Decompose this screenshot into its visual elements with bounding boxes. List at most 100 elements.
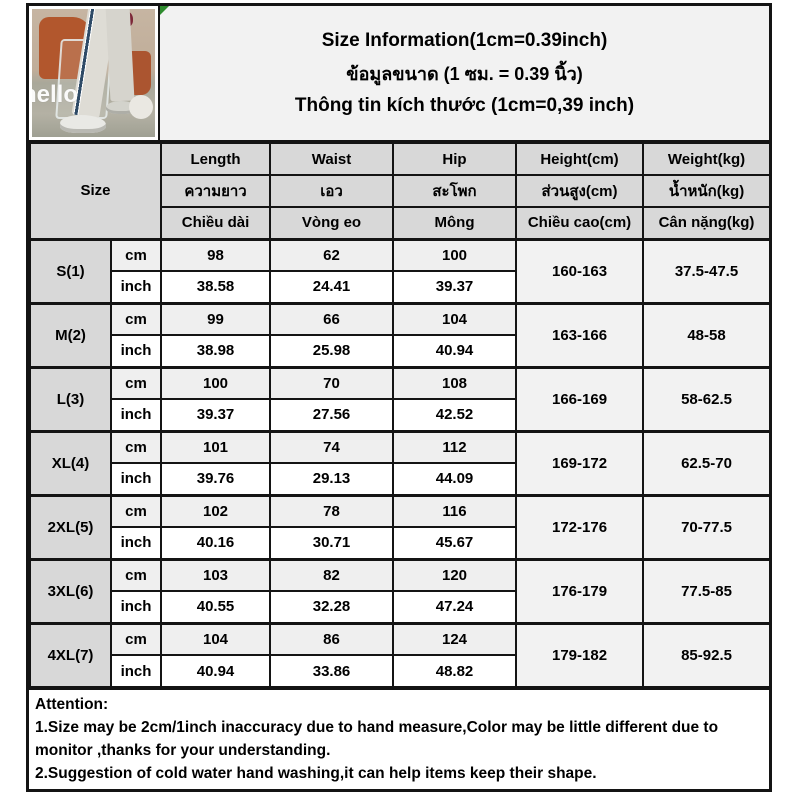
value-cell: 32.28 xyxy=(269,590,395,624)
value-cell: 29.13 xyxy=(269,462,395,496)
value-cell: 102 xyxy=(160,493,272,528)
value-cell: 39.76 xyxy=(160,462,272,496)
value-cell: 112 xyxy=(392,429,518,464)
product-photo-cell: hello xyxy=(29,6,160,140)
value-cell: 38.58 xyxy=(160,270,272,304)
weight-range-cell: 85-92.5 xyxy=(642,621,772,688)
value-cell: 40.94 xyxy=(392,334,518,368)
value-cell: 78 xyxy=(269,493,395,528)
col-length-en: Length xyxy=(160,142,272,176)
unit-cell: cm xyxy=(109,429,163,464)
unit-cell: inch xyxy=(109,334,163,368)
col-hip-th: สะโพก xyxy=(392,174,518,208)
height-range-cell: 172-176 xyxy=(515,493,645,560)
unit-cell: cm xyxy=(109,621,163,656)
size-chart-sheet: hello Size Information(1cm=0.39inch) ข้อ… xyxy=(26,3,772,792)
value-cell: 100 xyxy=(160,365,272,400)
size-label: M(2) xyxy=(29,301,112,368)
value-cell: 38.98 xyxy=(160,334,272,368)
value-cell: 104 xyxy=(392,301,518,336)
value-cell: 82 xyxy=(269,557,395,592)
value-cell: 45.67 xyxy=(392,526,518,560)
col-waist-vi: Vòng eo xyxy=(269,206,395,240)
photo-overlay-text: hello xyxy=(32,81,79,108)
col-weight-th: น้ำหนัก(kg) xyxy=(642,174,772,208)
value-cell: 120 xyxy=(392,557,518,592)
value-cell: 62 xyxy=(269,237,395,272)
row-xl4-inch: inch 39.76 29.13 44.09 xyxy=(30,462,770,496)
title-thai: ข้อมูลขนาด (1 ซม. = 0.39 นิ้ว) xyxy=(346,63,583,84)
col-weight-vi: Cân nặng(kg) xyxy=(642,206,772,240)
value-cell: 39.37 xyxy=(160,398,272,432)
size-table: Size Length Waist Hip Height(cm) Weight(… xyxy=(28,142,772,688)
row-s1-inch: inch 38.58 24.41 39.37 xyxy=(30,270,770,304)
value-cell: 42.52 xyxy=(392,398,518,432)
sneaker-front xyxy=(60,115,106,133)
weight-range-cell: 62.5-70 xyxy=(642,429,772,496)
row-4xl7-inch: inch 40.94 33.86 48.82 xyxy=(30,654,770,688)
height-range-cell: 169-172 xyxy=(515,429,645,496)
col-waist-en: Waist xyxy=(269,142,395,176)
value-cell: 70 xyxy=(269,365,395,400)
size-label: 3XL(6) xyxy=(29,557,112,624)
value-cell: 74 xyxy=(269,429,395,464)
value-cell: 108 xyxy=(392,365,518,400)
value-cell: 24.41 xyxy=(269,270,395,304)
unit-cell: inch xyxy=(109,270,163,304)
weight-range-cell: 58-62.5 xyxy=(642,365,772,432)
product-photo: hello xyxy=(32,9,155,137)
row-4xl7-cm: 4XL(7) cm 104 86 124 179-182 85-92.5 xyxy=(29,621,772,688)
header-row-english: Size Length Waist Hip Height(cm) Weight(… xyxy=(28,142,772,240)
value-cell: 44.09 xyxy=(392,462,518,496)
unit-cell: cm xyxy=(109,237,163,272)
value-cell: 30.71 xyxy=(269,526,395,560)
top-section: hello Size Information(1cm=0.39inch) ข้อ… xyxy=(29,6,769,142)
value-cell: 104 xyxy=(160,621,272,656)
value-cell: 99 xyxy=(160,301,272,336)
unit-cell: inch xyxy=(109,526,163,560)
unit-cell: cm xyxy=(109,301,163,336)
cell-marker-triangle-icon xyxy=(160,6,169,15)
unit-cell: inch xyxy=(109,590,163,624)
size-label: 4XL(7) xyxy=(29,621,112,688)
value-cell: 40.94 xyxy=(160,654,272,688)
weight-range-cell: 77.5-85 xyxy=(642,557,772,624)
height-range-cell: 166-169 xyxy=(515,365,645,432)
value-cell: 86 xyxy=(269,621,395,656)
unit-cell: inch xyxy=(109,462,163,496)
col-hip-en: Hip xyxy=(392,142,518,176)
attention-line-2: 2.Suggestion of cold water hand washing,… xyxy=(35,765,597,782)
value-cell: 40.16 xyxy=(160,526,272,560)
unit-cell: inch xyxy=(109,654,163,688)
value-cell: 47.24 xyxy=(392,590,518,624)
col-length-vi: Chiều dài xyxy=(160,206,272,240)
row-xl4-cm: XL(4) cm 101 74 112 169-172 62.5-70 xyxy=(29,429,772,496)
size-label: S(1) xyxy=(29,237,112,304)
row-m2-cm: M(2) cm 99 66 104 163-166 48-58 xyxy=(29,301,772,368)
row-l3-inch: inch 39.37 27.56 42.52 xyxy=(30,398,770,432)
size-header: Size xyxy=(28,142,163,240)
attention-line-1: 1.Size may be 2cm/1inch inaccuracy due t… xyxy=(35,719,719,759)
unit-cell: cm xyxy=(109,557,163,592)
row-l3-cm: L(3) cm 100 70 108 166-169 58-62.5 xyxy=(29,365,772,432)
height-range-cell: 163-166 xyxy=(515,301,645,368)
unit-cell: cm xyxy=(109,365,163,400)
white-ball xyxy=(129,95,153,119)
value-cell: 39.37 xyxy=(392,270,518,304)
attention-note: Attention: 1.Size may be 2cm/1inch inacc… xyxy=(29,688,769,789)
sneaker-back xyxy=(106,101,136,114)
size-label: XL(4) xyxy=(29,429,112,496)
height-range-cell: 179-182 xyxy=(515,621,645,688)
height-range-cell: 160-163 xyxy=(515,237,645,304)
col-height-vi: Chiều cao(cm) xyxy=(515,206,645,240)
header-row-thai: ความยาว เอว สะโพก ส่วนสูง(cm) น้ำหนัก(kg… xyxy=(30,174,772,208)
col-height-en: Height(cm) xyxy=(515,142,645,176)
value-cell: 100 xyxy=(392,237,518,272)
size-label: 2XL(5) xyxy=(29,493,112,560)
row-3xl6-inch: inch 40.55 32.28 47.24 xyxy=(30,590,770,624)
row-2xl5-inch: inch 40.16 30.71 45.67 xyxy=(30,526,770,560)
value-cell: 48.82 xyxy=(392,654,518,688)
value-cell: 124 xyxy=(392,621,518,656)
col-weight-en: Weight(kg) xyxy=(642,142,772,176)
value-cell: 33.86 xyxy=(269,654,395,688)
